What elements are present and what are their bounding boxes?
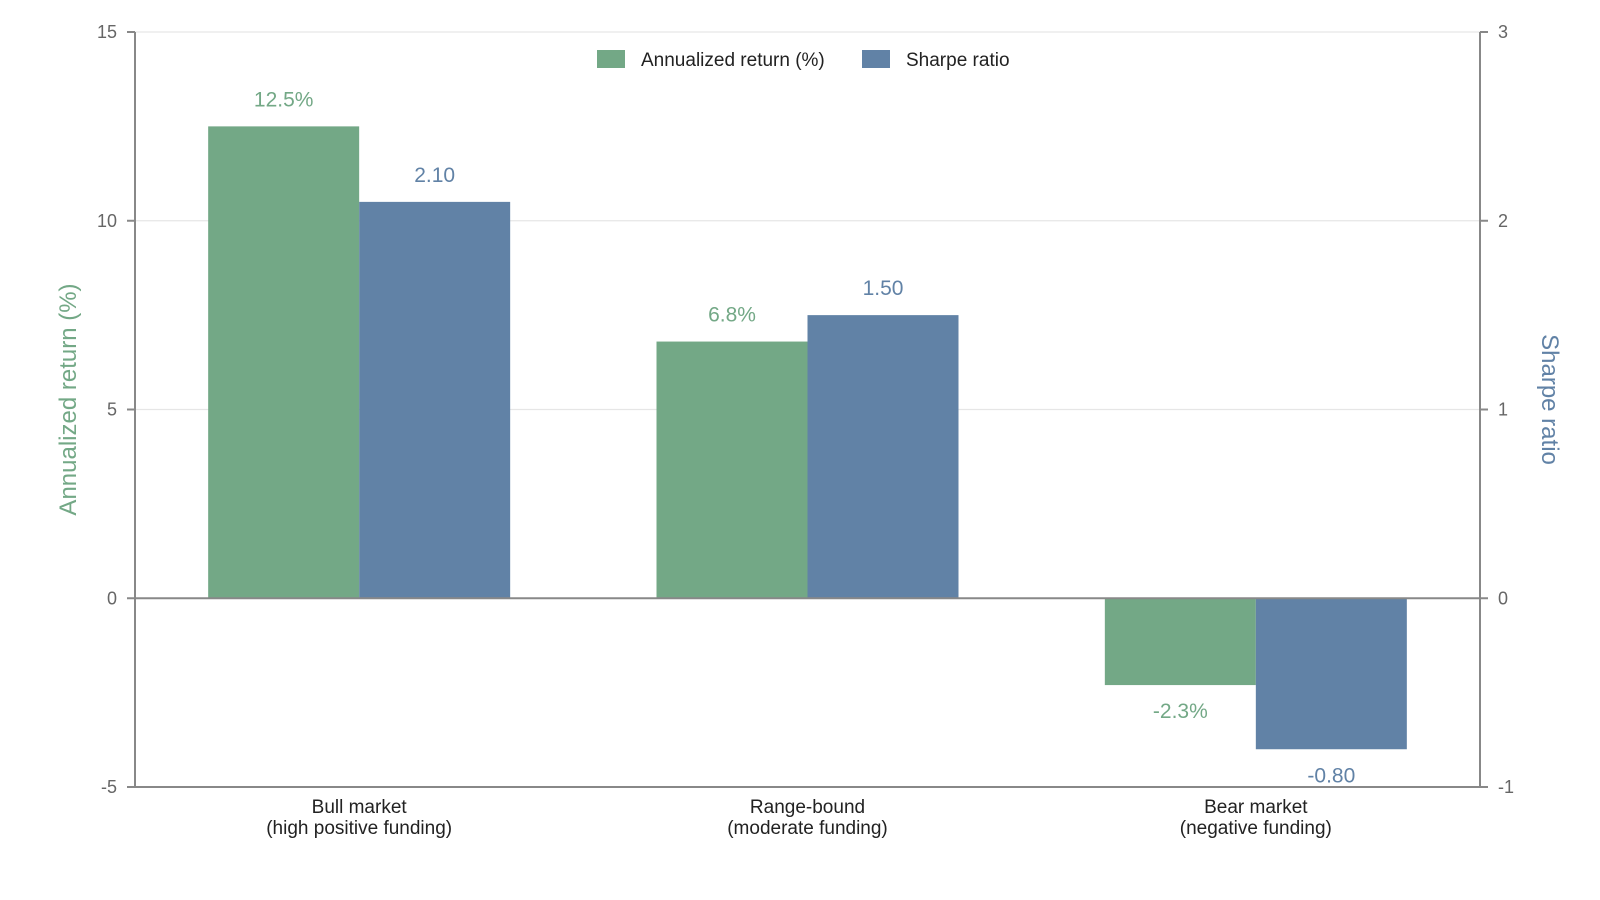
x-tick-label: Range-bound bbox=[750, 797, 865, 818]
data-label: 12.5% bbox=[254, 88, 314, 111]
legend-label: Annualized return (%) bbox=[641, 50, 825, 71]
y-left-tick-label: 0 bbox=[107, 588, 117, 608]
y-left-tick-label: 5 bbox=[107, 400, 117, 420]
bar-return bbox=[656, 341, 808, 599]
legend-swatch-sharpe bbox=[862, 50, 890, 68]
x-tick-label: (negative funding) bbox=[1180, 818, 1332, 839]
data-label: -0.80 bbox=[1307, 764, 1355, 787]
data-label: 6.8% bbox=[708, 304, 756, 327]
data-label: -2.3% bbox=[1153, 700, 1208, 723]
y-right-tick-label: 1 bbox=[1498, 400, 1508, 420]
data-label: 1.50 bbox=[863, 277, 904, 300]
y-left-tick-label: 15 bbox=[97, 22, 117, 42]
y-right-tick-label: 3 bbox=[1498, 22, 1508, 42]
bar-sharpe bbox=[807, 315, 959, 599]
x-tick-label: Bear market bbox=[1204, 797, 1308, 818]
bar-sharpe bbox=[359, 201, 511, 599]
y-right-tick-label: 2 bbox=[1498, 211, 1508, 231]
legend-label: Sharpe ratio bbox=[906, 50, 1010, 71]
bar-return bbox=[1104, 598, 1256, 686]
data-label: 2.10 bbox=[414, 164, 455, 187]
y-axis-right-title: Sharpe ratio bbox=[1536, 334, 1563, 465]
bar-return bbox=[208, 126, 360, 599]
bar-sharpe bbox=[1255, 598, 1407, 750]
y-right-tick-label: -1 bbox=[1498, 777, 1514, 797]
y-left-tick-label: 10 bbox=[97, 211, 117, 231]
x-tick-label: (moderate funding) bbox=[727, 818, 888, 839]
y-right-tick-label: 0 bbox=[1498, 588, 1508, 608]
y-left-tick-label: -5 bbox=[101, 777, 117, 797]
x-tick-label: Bull market bbox=[312, 797, 408, 818]
y-axis-left-title: Annualized return (%) bbox=[55, 283, 82, 515]
x-tick-label: (high positive funding) bbox=[266, 818, 452, 839]
legend-swatch-return bbox=[597, 50, 625, 68]
